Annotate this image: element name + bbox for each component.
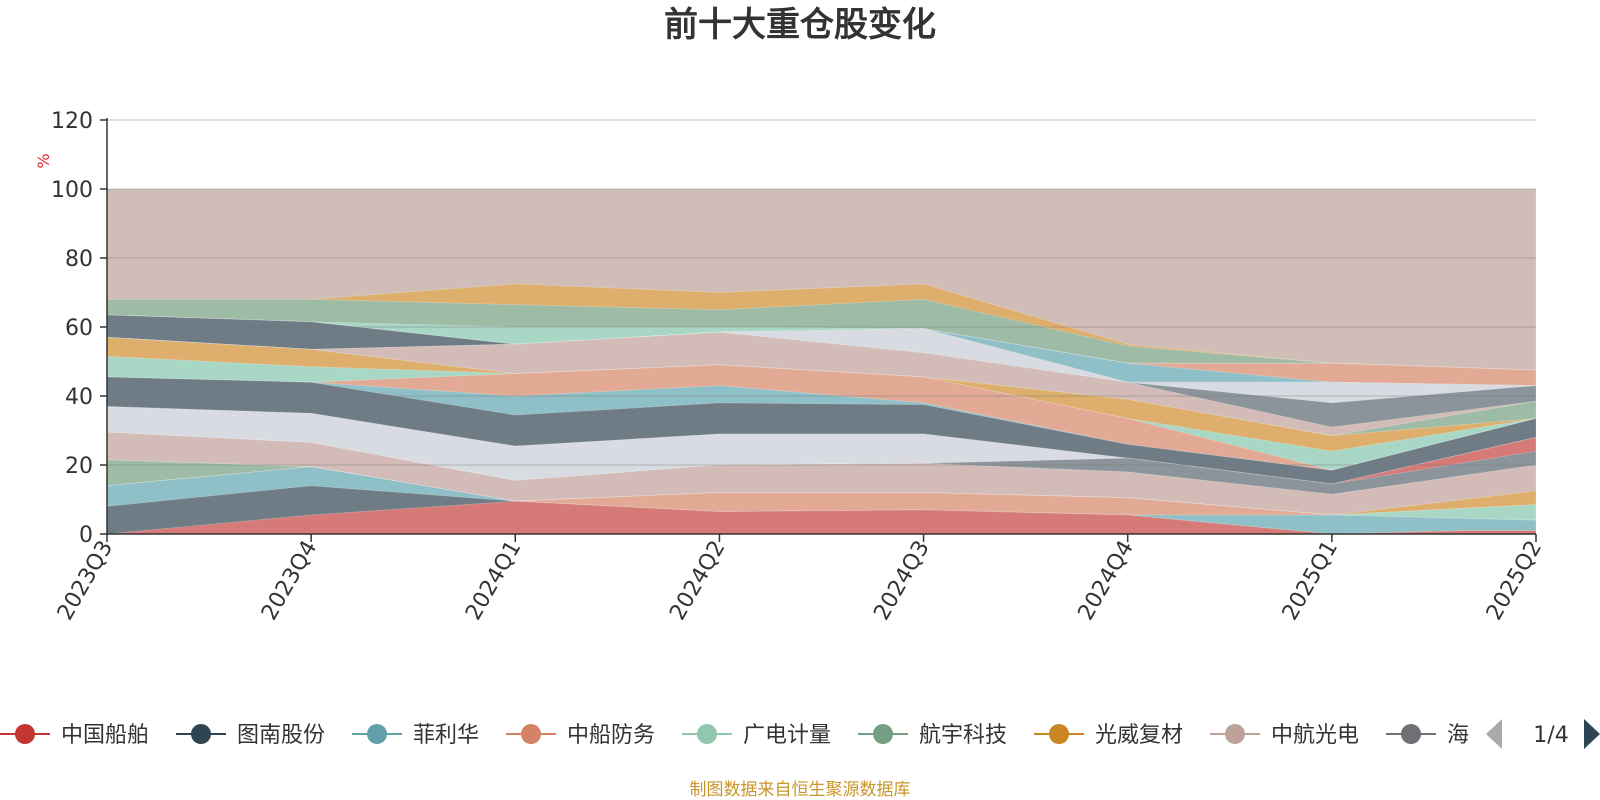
x-tick-label: 2023Q4 [257,537,322,625]
legend-item[interactable]: 航宇科技 [858,723,1007,748]
legend: 中国船舶 图南股份 菲利华 中船防务 广电计量 航宇科技 光威复材 中航光电 海 1/4 [0,719,1600,749]
legend-page-indicator: 1/4 [1533,723,1568,748]
legend-label: 广电计量 [743,723,831,748]
legend-item[interactable]: 菲利华 [352,723,479,748]
legend-marker [1049,724,1069,744]
legend-item[interactable]: 图南股份 [176,723,325,748]
legend-label: 中船防务 [567,723,655,748]
legend-label: 航宇科技 [919,723,1007,748]
legend-marker [367,724,387,744]
legend-item[interactable]: 中航光电 [1210,723,1359,748]
legend-label: 中航光电 [1271,723,1359,748]
y-tick-label: 20 [65,454,93,479]
legend-item[interactable]: 光威复材 [1034,723,1183,748]
legend-item[interactable]: 海 [1386,723,1469,748]
y-tick-label: 0 [79,523,93,548]
x-tick-label: 2024Q1 [461,537,526,625]
legend-marker [1225,724,1245,744]
legend-label: 中国船舶 [61,723,149,748]
y-tick-label: 40 [65,385,93,410]
source-note: 制图数据来自恒生聚源数据库 [690,780,911,800]
y-tick-label: 60 [65,316,93,341]
area-band [106,500,1537,535]
gridlines [107,119,1536,466]
y-axis-unit: % [34,153,53,168]
legend-marker [873,724,893,744]
x-tick-label: 2023Q3 [53,537,118,625]
legend-prev-icon[interactable] [1486,719,1502,749]
x-tick-label: 2024Q2 [665,537,730,625]
x-tick-label: 2024Q3 [869,537,934,625]
x-tick-label: 2024Q4 [1074,537,1139,625]
legend-label: 菲利华 [413,723,479,748]
y-tick-label: 80 [65,247,93,272]
legend-label: 光威复材 [1095,723,1183,748]
legend-marker [1401,724,1421,744]
legend-marker [15,724,35,744]
chart-title: 前十大重仓股变化 [664,5,936,45]
y-tick-label: 120 [51,109,93,134]
legend-marker [191,724,211,744]
legend-item[interactable]: 中船防务 [506,723,655,748]
area-bands [106,188,1537,535]
legend-marker [697,724,717,744]
legend-label: 图南股份 [237,723,325,748]
legend-item[interactable]: 中国船舶 [0,723,149,748]
y-tick-label: 100 [51,178,93,203]
legend-next-icon[interactable] [1584,719,1600,749]
legend-label: 海 [1447,723,1469,748]
x-tick-label: 2025Q2 [1482,537,1547,625]
x-tick-label: 2025Q1 [1278,537,1343,625]
legend-items: 中国船舶 图南股份 菲利华 中船防务 广电计量 航宇科技 光威复材 中航光电 海 [0,723,1469,748]
legend-marker [521,724,541,744]
legend-item[interactable]: 广电计量 [682,723,831,748]
